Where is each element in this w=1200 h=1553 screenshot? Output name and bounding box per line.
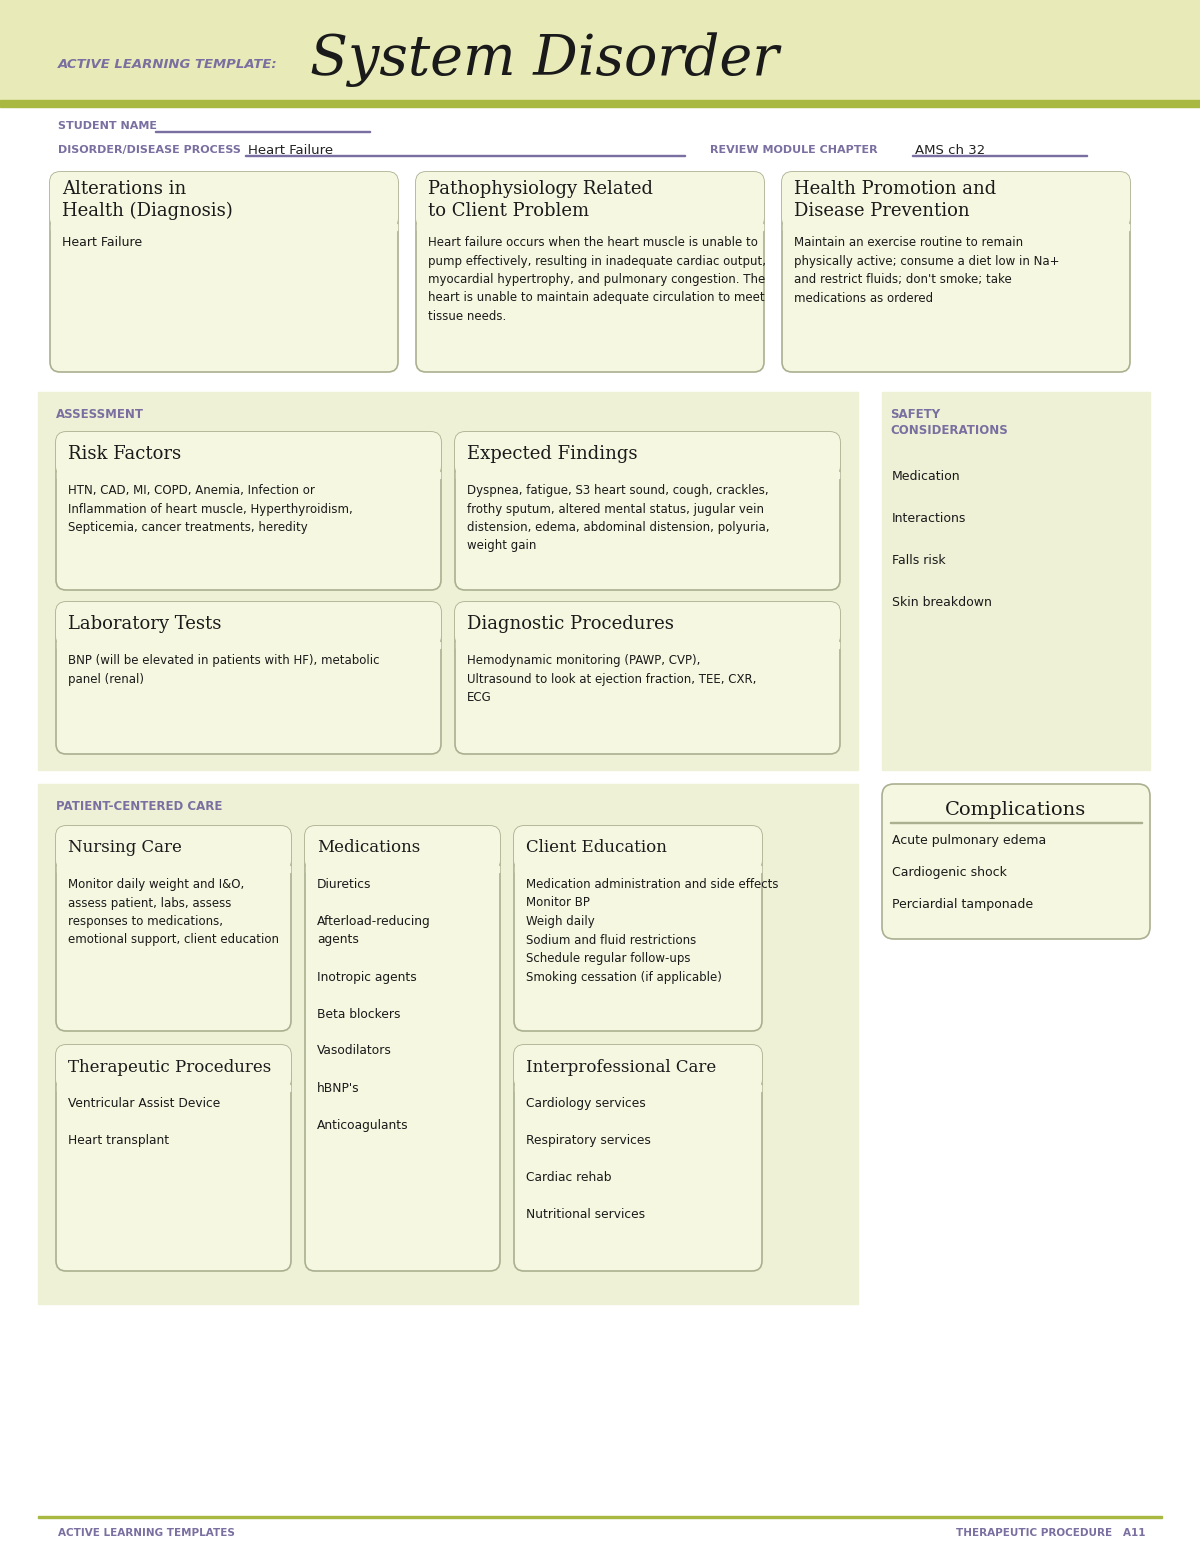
Text: REVIEW MODULE CHAPTER: REVIEW MODULE CHAPTER: [710, 144, 877, 155]
Text: DISORDER/DISEASE PROCESS: DISORDER/DISEASE PROCESS: [58, 144, 241, 155]
Text: ACTIVE LEARNING TEMPLATES: ACTIVE LEARNING TEMPLATES: [58, 1528, 235, 1537]
FancyBboxPatch shape: [782, 172, 1130, 228]
Text: Medications: Medications: [317, 840, 420, 857]
Text: SAFETY
CONSIDERATIONS: SAFETY CONSIDERATIONS: [890, 408, 1008, 436]
Text: Cardiogenic shock: Cardiogenic shock: [892, 867, 1007, 879]
FancyBboxPatch shape: [56, 432, 442, 477]
Bar: [38, 391, 858, 770]
Text: Pathophysiology Related
to Client Problem: Pathophysiology Related to Client Proble…: [428, 180, 653, 221]
FancyBboxPatch shape: [455, 603, 840, 755]
Bar: [515, 867, 761, 871]
Text: Cardiology services

Respiratory services

Cardiac rehab

Nutritional services: Cardiology services Respiratory services…: [526, 1096, 650, 1221]
Text: Health Promotion and
Disease Prevention: Health Promotion and Disease Prevention: [794, 180, 996, 221]
Text: HTN, CAD, MI, COPD, Anemia, Infection or
Inflammation of heart muscle, Hyperthyr: HTN, CAD, MI, COPD, Anemia, Infection or…: [68, 485, 353, 534]
Text: PATIENT-CENTERED CARE: PATIENT-CENTERED CARE: [56, 800, 222, 814]
Text: Expected Findings: Expected Findings: [467, 446, 637, 463]
FancyBboxPatch shape: [455, 603, 840, 646]
FancyBboxPatch shape: [782, 172, 1130, 373]
FancyBboxPatch shape: [50, 172, 398, 228]
Text: Alterations in
Health (Diagnosis): Alterations in Health (Diagnosis): [62, 180, 233, 221]
Text: Diagnostic Procedures: Diagnostic Procedures: [467, 615, 674, 634]
Text: Dyspnea, fatigue, S3 heart sound, cough, crackles,
frothy sputum, altered mental: Dyspnea, fatigue, S3 heart sound, cough,…: [467, 485, 769, 553]
FancyBboxPatch shape: [56, 1045, 292, 1270]
Bar: [50, 224, 397, 230]
Bar: [58, 867, 290, 871]
Bar: [0, 0, 1200, 99]
Text: STUDENT NAME: STUDENT NAME: [58, 121, 157, 130]
FancyBboxPatch shape: [56, 603, 442, 755]
Text: Client Education: Client Education: [526, 840, 667, 857]
Bar: [58, 641, 440, 648]
FancyBboxPatch shape: [882, 784, 1150, 940]
FancyBboxPatch shape: [56, 826, 292, 870]
Text: Skin breakdown: Skin breakdown: [892, 596, 992, 609]
Bar: [456, 641, 839, 648]
Text: AMS ch 32: AMS ch 32: [916, 143, 985, 157]
Bar: [456, 472, 839, 478]
Text: Acute pulmonary edema: Acute pulmonary edema: [892, 834, 1046, 846]
FancyBboxPatch shape: [56, 432, 442, 590]
FancyBboxPatch shape: [56, 603, 442, 646]
Text: Interprofessional Care: Interprofessional Care: [526, 1059, 716, 1076]
Bar: [515, 1086, 761, 1092]
Text: Falls risk: Falls risk: [892, 554, 946, 567]
FancyBboxPatch shape: [50, 172, 398, 373]
Text: Medication: Medication: [892, 471, 961, 483]
FancyBboxPatch shape: [455, 432, 840, 590]
Text: Diuretics

Afterload-reducing
agents

Inotropic agents

Beta blockers

Vasodilat: Diuretics Afterload-reducing agents Inot…: [317, 877, 431, 1132]
Text: ASSESSMENT: ASSESSMENT: [56, 408, 144, 421]
Text: Hemodynamic monitoring (PAWP, CVP),
Ultrasound to look at ejection fraction, TEE: Hemodynamic monitoring (PAWP, CVP), Ultr…: [467, 654, 756, 704]
Bar: [0, 99, 1200, 107]
Bar: [306, 867, 499, 871]
FancyBboxPatch shape: [514, 826, 762, 870]
FancyBboxPatch shape: [305, 826, 500, 1270]
Text: Heart Failure: Heart Failure: [248, 143, 334, 157]
Text: Risk Factors: Risk Factors: [68, 446, 181, 463]
Text: Laboratory Tests: Laboratory Tests: [68, 615, 221, 634]
Bar: [58, 1086, 290, 1092]
FancyBboxPatch shape: [514, 1045, 762, 1089]
Text: Monitor daily weight and I&O,
assess patient, labs, assess
responses to medicati: Monitor daily weight and I&O, assess pat…: [68, 877, 278, 946]
FancyBboxPatch shape: [305, 826, 500, 870]
Text: ACTIVE LEARNING TEMPLATE:: ACTIVE LEARNING TEMPLATE:: [58, 59, 277, 71]
Bar: [784, 224, 1129, 230]
Text: Interactions: Interactions: [892, 512, 966, 525]
Text: Therapeutic Procedures: Therapeutic Procedures: [68, 1059, 271, 1076]
Text: BNP (will be elevated in patients with HF), metabolic
panel (renal): BNP (will be elevated in patients with H…: [68, 654, 379, 685]
Text: THERAPEUTIC PROCEDURE   A11: THERAPEUTIC PROCEDURE A11: [955, 1528, 1145, 1537]
FancyBboxPatch shape: [416, 172, 764, 373]
FancyBboxPatch shape: [56, 826, 292, 1031]
FancyBboxPatch shape: [56, 1045, 292, 1089]
Bar: [882, 391, 1150, 770]
Bar: [58, 472, 440, 478]
Bar: [418, 224, 763, 230]
Text: Ventricular Assist Device

Heart transplant: Ventricular Assist Device Heart transpla…: [68, 1096, 221, 1148]
FancyBboxPatch shape: [416, 172, 764, 228]
Text: Nursing Care: Nursing Care: [68, 840, 182, 857]
Text: System Disorder: System Disorder: [310, 33, 779, 87]
FancyBboxPatch shape: [514, 826, 762, 1031]
FancyBboxPatch shape: [455, 432, 840, 477]
Text: Maintain an exercise routine to remain
physically active; consume a diet low in : Maintain an exercise routine to remain p…: [794, 236, 1060, 304]
Text: Medication administration and side effects
Monitor BP
Weigh daily
Sodium and flu: Medication administration and side effec…: [526, 877, 779, 983]
Text: Heart failure occurs when the heart muscle is unable to
pump effectively, result: Heart failure occurs when the heart musc…: [428, 236, 766, 323]
Text: Complications: Complications: [946, 801, 1087, 818]
FancyBboxPatch shape: [514, 1045, 762, 1270]
Text: Perciardial tamponade: Perciardial tamponade: [892, 898, 1033, 912]
Text: Heart Failure: Heart Failure: [62, 236, 142, 248]
Bar: [38, 784, 858, 1305]
